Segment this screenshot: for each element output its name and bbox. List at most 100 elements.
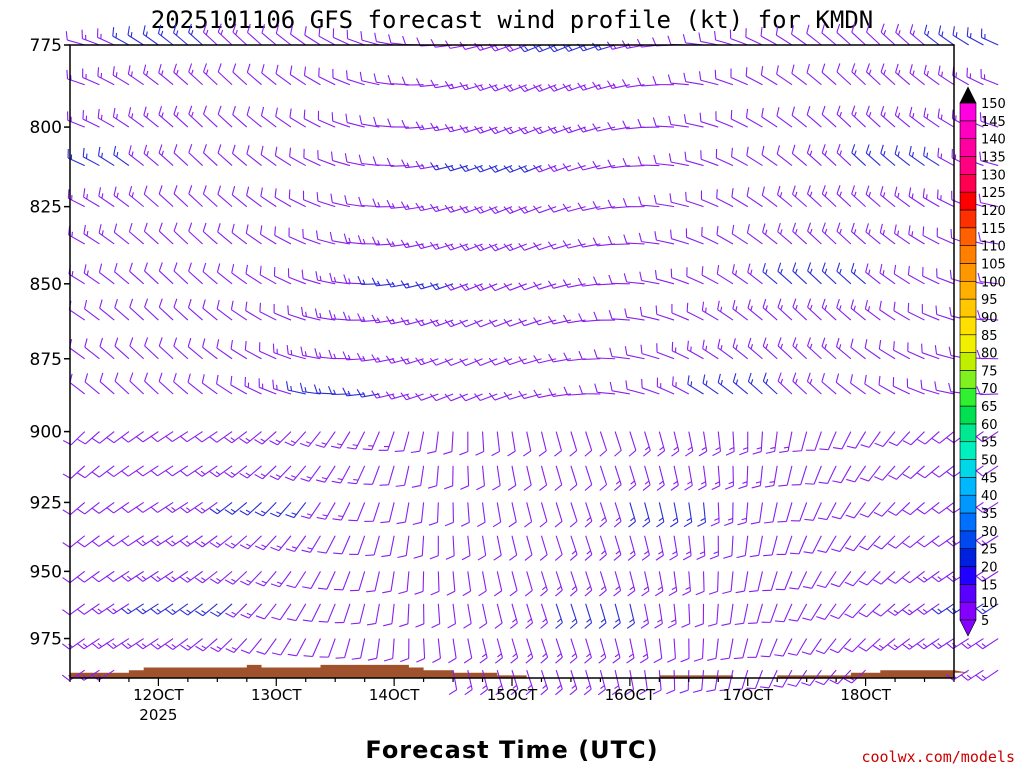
- barb-feather: [225, 612, 234, 618]
- barb-feather: [274, 188, 277, 198]
- wind-barb: [232, 63, 248, 86]
- wind-barb: [173, 105, 189, 128]
- barb-half-feather: [769, 481, 775, 483]
- barb-staff: [864, 347, 881, 360]
- barb-staff: [203, 152, 218, 166]
- barb-feather: [317, 551, 327, 554]
- wind-barb: [144, 372, 159, 395]
- barb-staff: [641, 315, 660, 321]
- barb-staff: [420, 358, 439, 366]
- barb-half-feather: [275, 474, 281, 478]
- wind-barb: [554, 465, 563, 491]
- barb-half-feather: [479, 85, 484, 90]
- wind-barb: [880, 63, 896, 86]
- wind-barb: [331, 465, 351, 484]
- wind-barb: [533, 317, 557, 326]
- barb-staff: [864, 383, 881, 395]
- barb-half-feather: [450, 244, 455, 250]
- barb-feather: [286, 345, 289, 355]
- barb-half-feather: [750, 305, 753, 311]
- barb-half-feather: [494, 85, 499, 91]
- barb-staff: [629, 571, 636, 591]
- wind-barb: [909, 106, 925, 128]
- barb-staff: [827, 465, 837, 484]
- barb-feather: [859, 513, 869, 518]
- barb-feather: [518, 242, 525, 251]
- wind-barb: [99, 372, 115, 395]
- barb-staff: [259, 311, 277, 321]
- barb-feather: [187, 373, 191, 383]
- barb-feather: [318, 620, 328, 623]
- barb-feather: [609, 347, 613, 357]
- barb-staff: [568, 165, 586, 172]
- wind-barb: [626, 603, 635, 629]
- barb-staff: [128, 194, 145, 208]
- barb-half-feather: [318, 352, 322, 358]
- barb-staff: [467, 670, 473, 690]
- wind-barb: [751, 465, 764, 489]
- colorbar-label: 125: [981, 186, 1006, 201]
- wind-barb: [82, 68, 100, 86]
- wind-barb: [127, 65, 144, 86]
- barb-feather: [931, 575, 939, 583]
- wind-barb: [821, 337, 837, 360]
- credit-text[interactable]: coolwx.com/models: [861, 748, 1015, 766]
- wind-barb: [821, 63, 837, 86]
- barb-staff: [143, 153, 159, 166]
- barb-half-feather: [780, 229, 783, 235]
- barb-staff: [907, 311, 925, 321]
- barb-staff: [742, 638, 749, 658]
- barb-half-feather: [897, 230, 900, 236]
- barb-half-feather: [839, 111, 842, 118]
- wind-barb: [554, 535, 563, 561]
- barb-staff: [342, 571, 351, 590]
- wind-barb: [459, 319, 483, 328]
- barb-half-feather: [981, 608, 987, 613]
- wind-barb: [902, 465, 925, 480]
- barb-staff: [673, 502, 679, 523]
- barb-half-feather: [601, 517, 606, 522]
- wind-barb: [371, 354, 395, 363]
- barb-half-feather: [981, 643, 987, 648]
- wind-barb: [187, 298, 203, 321]
- barb-staff: [555, 465, 563, 486]
- barb-staff: [450, 126, 468, 133]
- wind-barb: [287, 268, 306, 285]
- barb-feather: [950, 228, 953, 239]
- barb-feather: [135, 575, 144, 582]
- barb-staff: [746, 155, 763, 167]
- barb-feather: [607, 80, 613, 89]
- wind-barb: [194, 570, 218, 584]
- wind-barb: [697, 502, 707, 527]
- wind-barb: [935, 305, 955, 321]
- barb-feather: [563, 352, 569, 361]
- barb-staff: [420, 165, 439, 170]
- barb-feather: [895, 63, 899, 73]
- barb-feather: [344, 153, 348, 163]
- barb-staff: [821, 193, 837, 208]
- barb-feather: [613, 554, 622, 561]
- wind-barb: [260, 145, 277, 167]
- barb-feather: [315, 479, 325, 483]
- barb-half-feather: [406, 282, 410, 288]
- x-tick-label: 14OCT: [369, 686, 420, 704]
- wind-barb: [622, 198, 645, 208]
- barb-staff: [494, 206, 513, 214]
- barb-half-feather: [897, 112, 901, 118]
- barb-staff: [83, 196, 100, 208]
- barb-feather: [173, 105, 178, 115]
- wind-barb: [301, 269, 321, 285]
- barb-half-feather: [883, 112, 886, 118]
- colorbar-label: 45: [981, 471, 998, 486]
- wind-barb: [209, 570, 233, 584]
- barb-staff: [760, 431, 764, 452]
- wind-barb: [806, 372, 822, 395]
- barb-half-feather: [200, 470, 206, 475]
- barb-feather: [902, 542, 911, 549]
- barb-feather: [945, 575, 954, 582]
- barb-staff: [599, 502, 608, 522]
- barb-staff: [673, 638, 676, 659]
- barb-feather: [386, 157, 392, 167]
- barb-feather: [239, 510, 248, 516]
- barb-feather: [474, 393, 481, 401]
